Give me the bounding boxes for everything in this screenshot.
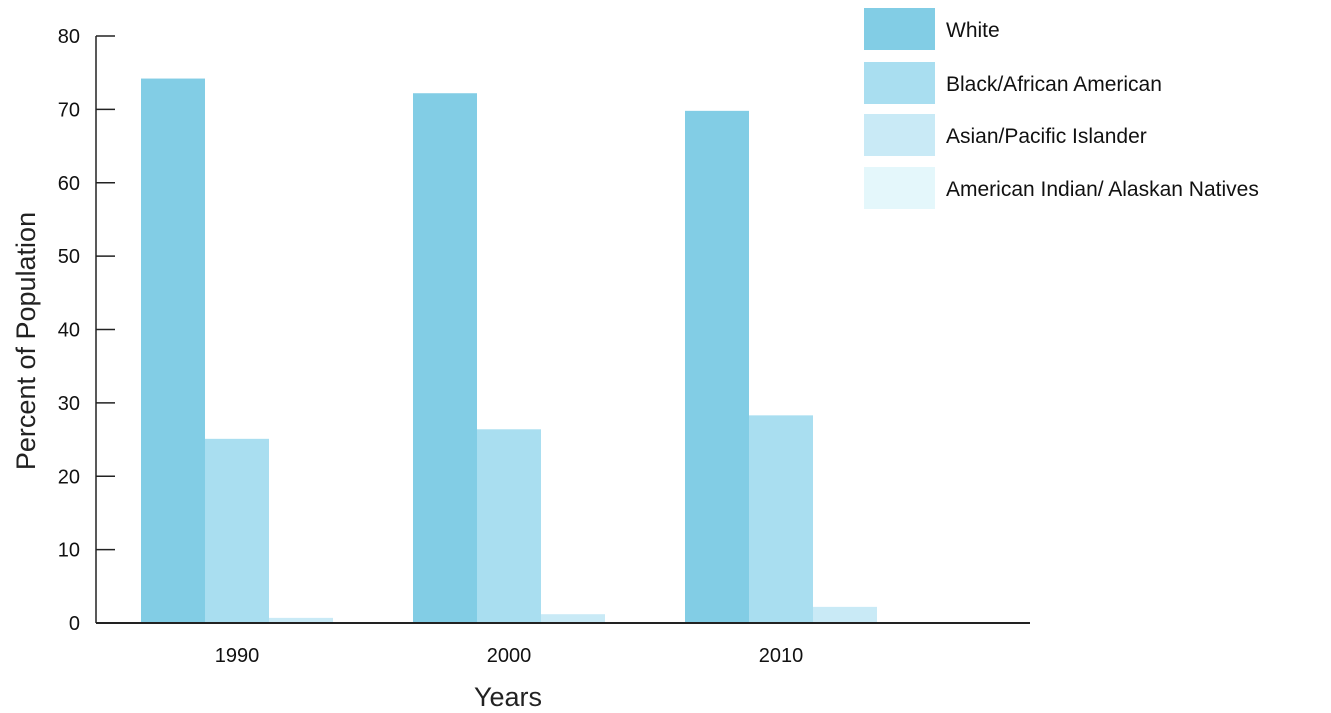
legend-swatch — [864, 62, 935, 104]
y-axis: 0 10 20 30 40 50 60 70 80 — [58, 26, 115, 635]
y-tick-label: 20 — [58, 466, 80, 488]
y-tick-label: 0 — [69, 613, 80, 635]
y-axis-title: Percent of Population — [11, 212, 41, 470]
legend-label: Asian/Pacific Islander — [946, 125, 1147, 148]
bar-2010-1 — [685, 110, 749, 623]
y-tick-label: 30 — [58, 393, 80, 415]
legend: White Black/African American Asian/Pacific… — [864, 8, 1259, 209]
bars — [141, 78, 941, 624]
bar-2010-2 — [749, 415, 813, 623]
bar-2000-3 — [541, 614, 605, 623]
y-tick-label: 60 — [58, 173, 80, 195]
x-axis-title: Years — [474, 682, 542, 712]
x-tick-label: 2000 — [487, 645, 532, 667]
legend-label: American Indian/ Alaskan Natives — [946, 178, 1259, 201]
bar-1990-1 — [141, 78, 205, 624]
legend-swatch — [864, 114, 935, 156]
y-tick-label: 80 — [58, 26, 80, 48]
legend-label: White — [946, 19, 1000, 42]
bar-2000-2 — [477, 429, 541, 623]
legend-swatch — [864, 8, 935, 50]
x-tick-label: 1990 — [215, 645, 260, 667]
x-tick-label: 2010 — [759, 645, 804, 667]
y-tick-label: 40 — [58, 320, 80, 342]
bar-1990-3 — [269, 617, 333, 623]
bar-1990-2 — [205, 438, 269, 623]
bar-2000-1 — [413, 93, 477, 624]
y-tick-label: 50 — [58, 246, 80, 268]
y-tick-label: 70 — [58, 99, 80, 121]
bar-2010-3 — [813, 606, 877, 623]
legend-label: Black/African American — [946, 73, 1162, 96]
y-tick-label: 10 — [58, 540, 80, 562]
legend-swatch — [864, 167, 935, 209]
x-axis: 1990 2000 2010 — [96, 622, 1030, 667]
